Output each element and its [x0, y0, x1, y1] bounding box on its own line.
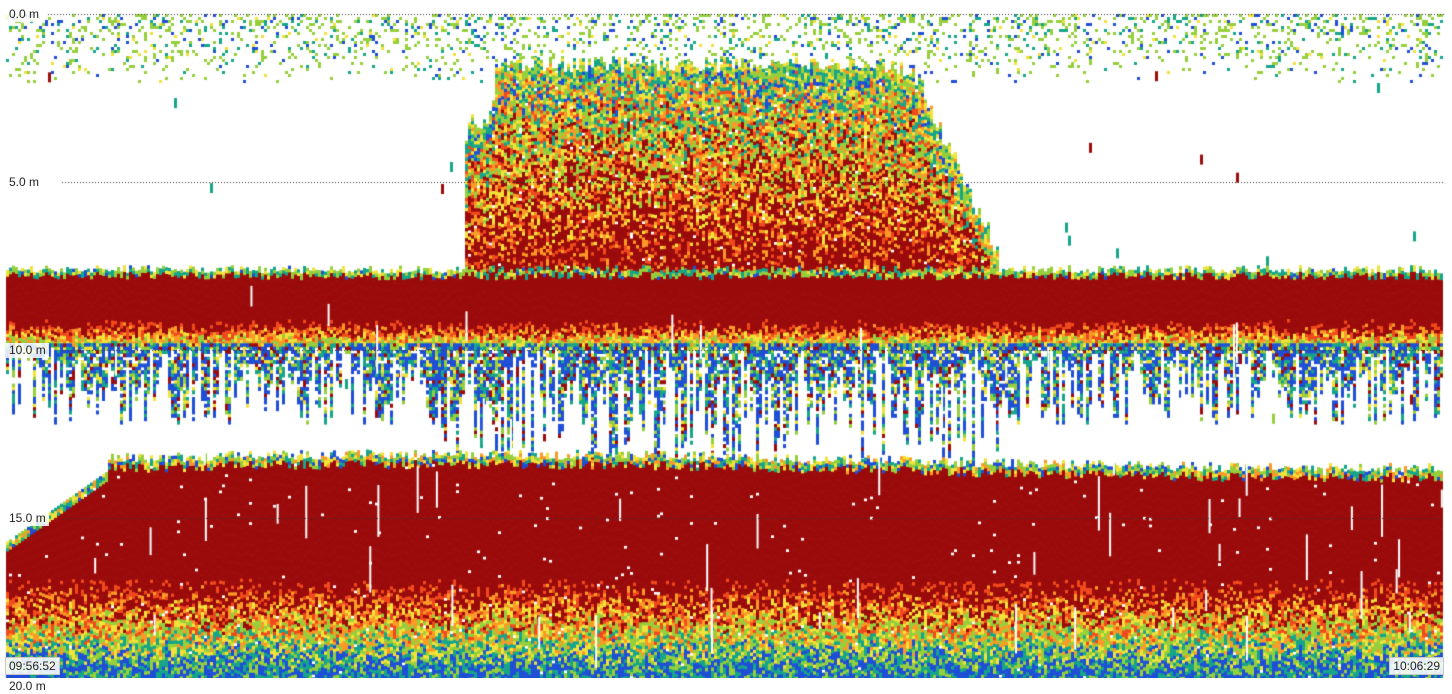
depth-tick-20: 20.0 m [6, 679, 49, 694]
end-time-label: 10:06:29 [1389, 657, 1444, 675]
depth-tick-15: 15.0 m [6, 511, 49, 526]
depth-tick-0: 0.0 m [6, 7, 43, 22]
depth-tick-5: 5.0 m [6, 175, 43, 190]
echogram-plot [0, 0, 1452, 678]
start-time-label: 09:56:52 [5, 657, 60, 675]
depth-tick-10: 10.0 m [6, 343, 49, 358]
